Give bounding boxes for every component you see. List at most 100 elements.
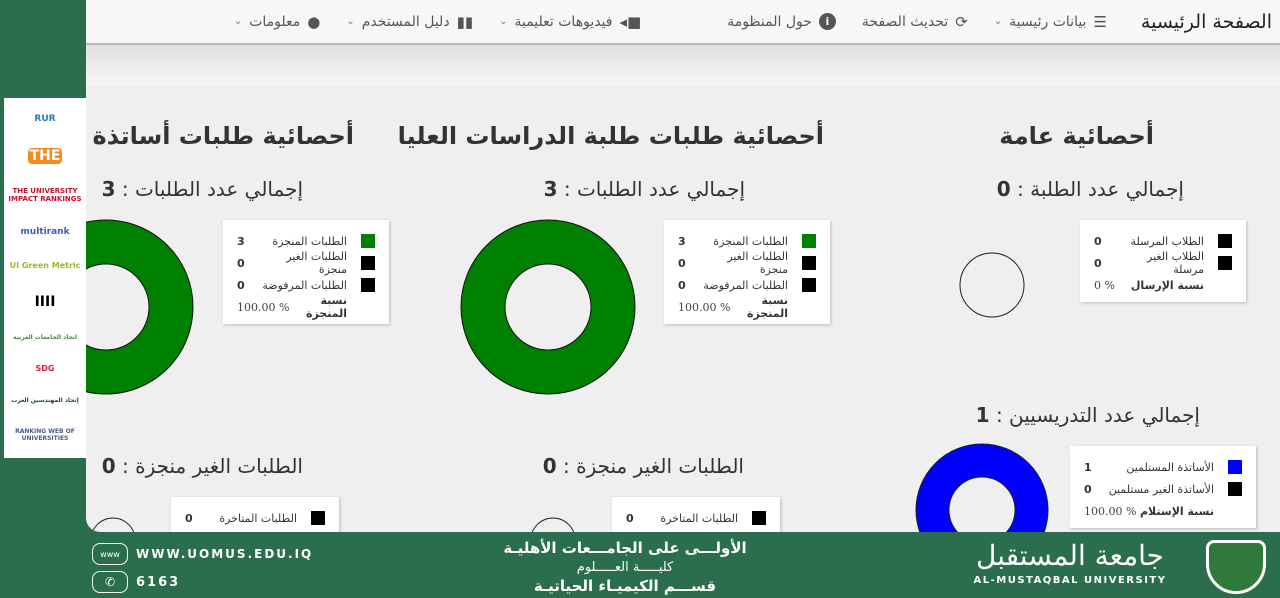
- legend-swatch: [1228, 460, 1242, 474]
- globe-icon: www: [92, 543, 128, 565]
- legend-label: الطلبات الغير منجزة: [727, 250, 788, 276]
- legend-value: 1: [1084, 460, 1092, 474]
- legend-value: 0: [678, 256, 686, 270]
- footer-banner: www WWW.UOMUS.EDU.IQ ✆ 6163 الأولـــى على …: [0, 535, 1280, 598]
- percentage-label: نسبة الإرسال: [1130, 278, 1204, 292]
- legend-item: الأساتذة المستلمين 1: [1084, 456, 1242, 478]
- legend-swatch: [311, 511, 325, 525]
- logo-arab-engineers[interactable]: إتحاد المهندسين العرب: [11, 397, 79, 405]
- empty-pie-circle: [91, 517, 135, 532]
- legend-value: 0: [1084, 482, 1092, 496]
- legend-label: الطلبات المنجزة: [272, 234, 347, 248]
- donut-outline: [86, 219, 194, 395]
- grad-stats-title: أحصائية طلبات طلبة الدراسات العليا: [397, 122, 824, 150]
- donut-outline: [915, 443, 1049, 532]
- teachers-legend: الأساتذة المستلمين 1 الأساتذة الغير مستلمي…: [1070, 446, 1256, 528]
- logo-rur[interactable]: RUR: [34, 113, 56, 124]
- prof-requests-donut: [86, 219, 194, 395]
- legend-value: 0: [1094, 256, 1102, 270]
- logo-arab-universities[interactable]: اتحاد الجامعات العربية: [12, 333, 78, 341]
- general-stats-title: أحصائية عامة: [999, 122, 1154, 150]
- footer-phone: ✆ 6163: [92, 571, 180, 593]
- footer-website[interactable]: www WWW.UOMUS.EDU.IQ: [92, 543, 313, 565]
- legend-label: الطلبات المرفوضة: [703, 278, 788, 292]
- university-wordmark: جامعة المستقبل AL-MUSTAQBAL UNIVERSITY: [973, 539, 1167, 586]
- logo-greenmetric[interactable]: UI Green Metric: [9, 261, 81, 271]
- logo-the-impact[interactable]: THE UNIVERSITY IMPACT RANKINGS: [8, 187, 82, 204]
- percentage-value: 100.00 %: [1084, 504, 1137, 518]
- prof-requests-total: إجمالي عدد الطلبات : 3: [101, 177, 303, 201]
- nav-refresh[interactable]: ⟳ تحديث الصفحة: [861, 12, 968, 31]
- rankings-logo-panel: RUR THE THE UNIVERSITY IMPACT RANKINGS m…: [4, 98, 86, 458]
- legend-value: 0: [185, 511, 193, 525]
- percentage-label: نسبة المنجزة: [305, 294, 347, 320]
- legend-percentage: نسبة المنجزة 100.00 %: [678, 294, 816, 320]
- refresh-icon: ⟳: [955, 12, 968, 31]
- nav-user-guide[interactable]: ▮▮ دليل المستخدم ⌄: [346, 12, 474, 31]
- legend-swatch: [802, 278, 816, 292]
- empty-pie-circle: [531, 517, 575, 532]
- donut-segment-completed: [461, 220, 635, 394]
- info-icon: i: [818, 13, 836, 30]
- grad-requests-legend: الطلبات المنجزة 3 الطلبات الغير منجزة 0 الطل…: [664, 220, 830, 324]
- main-content: الصفحة الرئيسية ☰ بيانات رئيسية ⌄ ⟳ تحديث ا…: [86, 0, 1280, 532]
- logo-the[interactable]: THE: [28, 147, 62, 164]
- legend-percentage: نسبة الإرسال 0 %: [1094, 274, 1232, 296]
- logo-columns[interactable]: IIII: [34, 293, 56, 310]
- percentage-label: نسبة المنجزة: [746, 294, 788, 320]
- legend-item: الطلبات المتاخرة 0: [626, 507, 766, 529]
- legend-label: الطلاب الغير مرسلة: [1147, 250, 1204, 276]
- nav-home[interactable]: الصفحة الرئيسية: [1140, 10, 1272, 33]
- legend-percentage: نسبة الإستلام 100.00 %: [1084, 500, 1242, 522]
- grad-pending-total: الطلبات الغير منجزة : 0: [542, 454, 744, 478]
- legend-label: الطلبات المتاخرة: [219, 511, 297, 525]
- legend-item: الطلبات المتاخرة 0: [185, 507, 325, 529]
- grad-pending-legend: الطلبات المتاخرة 0: [612, 497, 780, 532]
- students-total: إجمالي عدد الطلبة : 0: [996, 177, 1184, 201]
- legend-item: الطلبات المرفوضة 0: [237, 274, 375, 296]
- legend-swatch: [361, 234, 375, 248]
- legend-value: 0: [237, 256, 245, 270]
- legend-swatch: [1218, 256, 1232, 270]
- legend-value: 0: [1094, 234, 1102, 248]
- prof-pending-legend: الطلبات المتاخرة 0: [171, 497, 339, 532]
- nav-videos[interactable]: ■◂ فيديوهات تعليمية ⌄: [499, 12, 642, 31]
- legend-label: الأساتذة الغير مستلمين: [1108, 482, 1214, 496]
- donut-outline: [460, 219, 636, 395]
- logo-sdg[interactable]: SDG: [35, 364, 55, 374]
- donut-inner-outline: [86, 263, 150, 351]
- book-icon: ▮▮: [456, 12, 474, 31]
- legend-item: الطلبات المنجزة 3: [237, 230, 375, 252]
- legend-swatch: [802, 234, 816, 248]
- percentage-label: نسبة الإستلام: [1140, 504, 1214, 518]
- legend-value: 3: [678, 234, 686, 248]
- teachers-total: إجمالي عدد التدريسيين : 1: [975, 403, 1200, 427]
- legend-swatch: [1228, 482, 1242, 496]
- donut-segment-received: [916, 444, 1048, 532]
- header-band: [86, 45, 1280, 85]
- legend-item: الطلبات الغير منجزة 0: [678, 250, 816, 276]
- percentage-value: 100.00 %: [678, 300, 731, 314]
- legend-item: الطلاب المرسلة 0: [1094, 230, 1232, 252]
- footer-center-text: الأولـــى على الجامـــعات الأهليـة كليــ…: [503, 539, 747, 595]
- legend-item: الطلاب الغير مرسلة 0: [1094, 250, 1232, 276]
- grad-requests-donut: [460, 219, 636, 395]
- nav-about[interactable]: i حول المنظومة: [727, 13, 836, 30]
- prof-pending-pie: [91, 517, 135, 532]
- grad-requests-total: إجمالي عدد الطلبات : 3: [543, 177, 745, 201]
- legend-swatch: [361, 256, 375, 270]
- logo-multirank[interactable]: multirank: [20, 227, 70, 238]
- user-icon: ●: [307, 12, 321, 31]
- logo-webometrics[interactable]: RANKING WEB OF UNIVERSITIES: [15, 428, 75, 443]
- phone-icon: ✆: [92, 571, 128, 593]
- legend-swatch: [752, 511, 766, 525]
- legend-label: الطلاب المرسلة: [1130, 234, 1204, 248]
- students-legend: الطلاب المرسلة 0 الطلاب الغير مرسلة 0 نسبة ا…: [1080, 220, 1246, 302]
- legend-value: 0: [237, 278, 245, 292]
- legend-swatch: [1218, 234, 1232, 248]
- nav-info[interactable]: ● معلومات ⌄: [233, 12, 321, 31]
- legend-value: 0: [626, 511, 634, 525]
- nav-main-data[interactable]: ☰ بيانات رئيسية ⌄: [993, 12, 1107, 31]
- chevron-down-icon: ⌄: [499, 16, 508, 27]
- percentage-value: 0 %: [1094, 278, 1115, 292]
